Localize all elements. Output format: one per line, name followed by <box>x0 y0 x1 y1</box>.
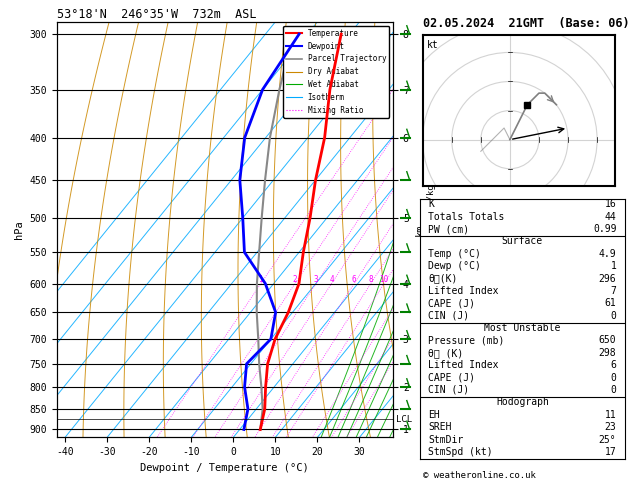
Text: 11: 11 <box>604 410 616 420</box>
Text: CAPE (J): CAPE (J) <box>428 298 476 308</box>
Text: 0: 0 <box>611 385 616 395</box>
Text: 25°: 25° <box>599 434 616 445</box>
Text: Pressure (mb): Pressure (mb) <box>428 335 504 346</box>
Text: 16: 16 <box>604 199 616 209</box>
Text: 17: 17 <box>604 447 616 457</box>
Text: CAPE (J): CAPE (J) <box>428 373 476 382</box>
Text: Hodograph: Hodograph <box>496 398 549 407</box>
Text: 1: 1 <box>259 275 263 283</box>
Text: 6: 6 <box>352 275 357 283</box>
Text: 1: 1 <box>611 261 616 271</box>
Text: kt: kt <box>426 39 438 50</box>
Text: Surface: Surface <box>502 236 543 246</box>
Text: Lifted Index: Lifted Index <box>428 360 499 370</box>
Text: 0: 0 <box>611 311 616 321</box>
Text: LCL: LCL <box>396 415 413 424</box>
Text: 7: 7 <box>611 286 616 296</box>
Text: 23: 23 <box>604 422 616 432</box>
Text: SREH: SREH <box>428 422 452 432</box>
Text: 61: 61 <box>604 298 616 308</box>
Text: 4.9: 4.9 <box>599 249 616 259</box>
Text: 298: 298 <box>599 348 616 358</box>
Text: PW (cm): PW (cm) <box>428 224 469 234</box>
Text: 2: 2 <box>292 275 298 283</box>
Text: Lifted Index: Lifted Index <box>428 286 499 296</box>
Text: Most Unstable: Most Unstable <box>484 323 560 333</box>
Text: 10: 10 <box>379 275 389 283</box>
Text: 4: 4 <box>329 275 334 283</box>
Text: θᴇ (K): θᴇ (K) <box>428 348 464 358</box>
Y-axis label: hPa: hPa <box>14 220 24 239</box>
Text: EH: EH <box>428 410 440 420</box>
Text: StmSpd (kt): StmSpd (kt) <box>428 447 493 457</box>
Text: 8: 8 <box>369 275 373 283</box>
Text: StmDir: StmDir <box>428 434 464 445</box>
Text: θᴇ(K): θᴇ(K) <box>428 274 458 283</box>
Text: Totals Totals: Totals Totals <box>428 211 504 222</box>
Text: 3: 3 <box>314 275 318 283</box>
Text: 44: 44 <box>604 211 616 222</box>
Text: 296: 296 <box>599 274 616 283</box>
X-axis label: Dewpoint / Temperature (°C): Dewpoint / Temperature (°C) <box>140 463 309 473</box>
Text: CIN (J): CIN (J) <box>428 311 469 321</box>
Text: 650: 650 <box>599 335 616 346</box>
Legend: Temperature, Dewpoint, Parcel Trajectory, Dry Adiabat, Wet Adiabat, Isotherm, Mi: Temperature, Dewpoint, Parcel Trajectory… <box>283 26 389 118</box>
Text: 6: 6 <box>611 360 616 370</box>
Y-axis label: km
ASL: km ASL <box>415 220 436 239</box>
Text: © weatheronline.co.uk: © weatheronline.co.uk <box>423 471 535 480</box>
Text: 0.99: 0.99 <box>593 224 616 234</box>
Text: Dewp (°C): Dewp (°C) <box>428 261 481 271</box>
Text: Temp (°C): Temp (°C) <box>428 249 481 259</box>
Text: 53°18'N  246°35'W  732m  ASL: 53°18'N 246°35'W 732m ASL <box>57 8 256 21</box>
Text: 0: 0 <box>611 373 616 382</box>
Text: 02.05.2024  21GMT  (Base: 06): 02.05.2024 21GMT (Base: 06) <box>423 17 629 30</box>
Text: Mixing Ratio (g/kg): Mixing Ratio (g/kg) <box>427 178 436 281</box>
Text: CIN (J): CIN (J) <box>428 385 469 395</box>
Text: K: K <box>428 199 434 209</box>
